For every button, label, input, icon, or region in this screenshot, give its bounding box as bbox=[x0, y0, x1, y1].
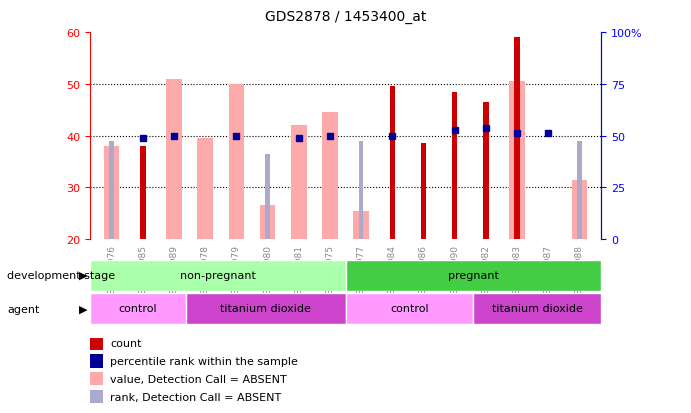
Text: ▶: ▶ bbox=[79, 271, 88, 280]
Text: control: control bbox=[118, 304, 157, 314]
Bar bbox=[109, 141, 114, 240]
Bar bbox=[346, 260, 601, 291]
Bar bbox=[322, 113, 338, 240]
Bar bbox=[571, 180, 587, 240]
Bar bbox=[473, 293, 601, 324]
Bar bbox=[346, 293, 473, 324]
Bar bbox=[90, 293, 186, 324]
Text: ▶: ▶ bbox=[79, 304, 88, 314]
Text: agent: agent bbox=[7, 304, 39, 314]
Bar bbox=[291, 126, 307, 240]
Bar bbox=[390, 87, 395, 240]
Text: GDS2878 / 1453400_at: GDS2878 / 1453400_at bbox=[265, 10, 426, 24]
Bar bbox=[229, 85, 244, 240]
Bar bbox=[514, 38, 520, 240]
Bar bbox=[90, 337, 102, 350]
Bar bbox=[104, 147, 120, 240]
Text: non-pregnant: non-pregnant bbox=[180, 271, 256, 281]
Bar bbox=[198, 139, 213, 240]
Bar bbox=[577, 141, 582, 240]
Bar bbox=[140, 147, 146, 240]
Text: control: control bbox=[390, 304, 428, 314]
Text: value, Detection Call = ABSENT: value, Detection Call = ABSENT bbox=[111, 374, 287, 384]
Bar bbox=[359, 141, 363, 240]
Text: titanium dioxide: titanium dioxide bbox=[220, 304, 311, 314]
Text: development stage: development stage bbox=[7, 271, 115, 280]
Text: rank, Detection Call = ABSENT: rank, Detection Call = ABSENT bbox=[111, 392, 281, 401]
Text: titanium dioxide: titanium dioxide bbox=[492, 304, 583, 314]
Text: count: count bbox=[111, 338, 142, 348]
Bar bbox=[167, 79, 182, 240]
Bar bbox=[353, 211, 369, 240]
Bar bbox=[90, 354, 102, 368]
Text: percentile rank within the sample: percentile rank within the sample bbox=[111, 356, 298, 366]
Bar bbox=[483, 103, 489, 240]
Bar bbox=[90, 260, 346, 291]
Bar bbox=[90, 372, 102, 385]
Bar bbox=[90, 390, 102, 404]
Bar bbox=[421, 144, 426, 240]
Bar bbox=[509, 82, 524, 240]
Text: pregnant: pregnant bbox=[448, 271, 499, 281]
Bar bbox=[265, 154, 270, 240]
Bar bbox=[186, 293, 346, 324]
Bar bbox=[260, 206, 275, 240]
Bar bbox=[452, 93, 457, 240]
